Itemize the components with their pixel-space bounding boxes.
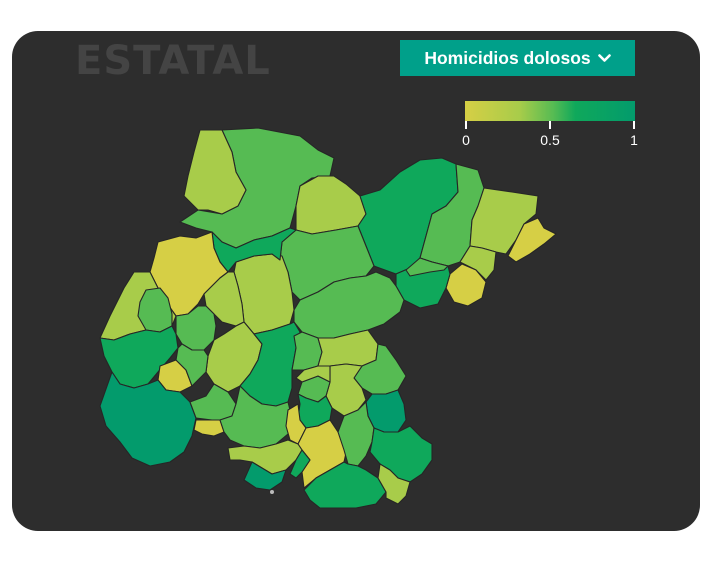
legend-color-scale [465,101,635,121]
map-panel: ESTATAL Homicidios dolosos 0 0.5 1 [12,31,700,531]
legend-tick-0 [465,121,467,129]
color-legend: 0 0.5 1 [462,101,638,148]
municipality-region[interactable] [469,187,539,255]
chevron-down-icon [597,53,611,62]
municipality-region[interactable] [459,245,497,281]
page-title: ESTATAL [75,38,271,84]
municipality-region[interactable] [291,331,323,371]
indicator-dropdown[interactable]: Homicidios dolosos [400,40,635,76]
municipality-region[interactable] [243,461,287,491]
municipality-region[interactable] [295,175,367,235]
municipality-region[interactable] [99,371,197,467]
municipality-region[interactable] [405,257,449,277]
legend-label-0: 0 [462,132,470,148]
municipality-region[interactable] [183,129,247,215]
municipality-region[interactable] [175,343,209,387]
map-marker-dot [270,490,274,494]
municipality-region[interactable] [175,305,217,351]
municipality-region[interactable] [369,425,433,483]
municipality-region[interactable] [203,271,245,327]
municipality-region[interactable] [337,401,375,467]
legend-tick-0.5 [549,121,551,129]
municipality-region[interactable] [507,217,557,263]
legend-label-0.5: 0.5 [540,132,560,148]
state-map [99,127,557,509]
legend-tick-1 [633,121,635,129]
municipality-region[interactable] [193,419,225,437]
municipality-region[interactable] [377,463,411,505]
legend-label-1: 1 [630,132,638,148]
municipality-region[interactable] [295,365,331,383]
municipality-region[interactable] [289,449,311,479]
indicator-dropdown-label: Homicidios dolosos [424,47,591,68]
municipality-region[interactable] [445,263,487,307]
